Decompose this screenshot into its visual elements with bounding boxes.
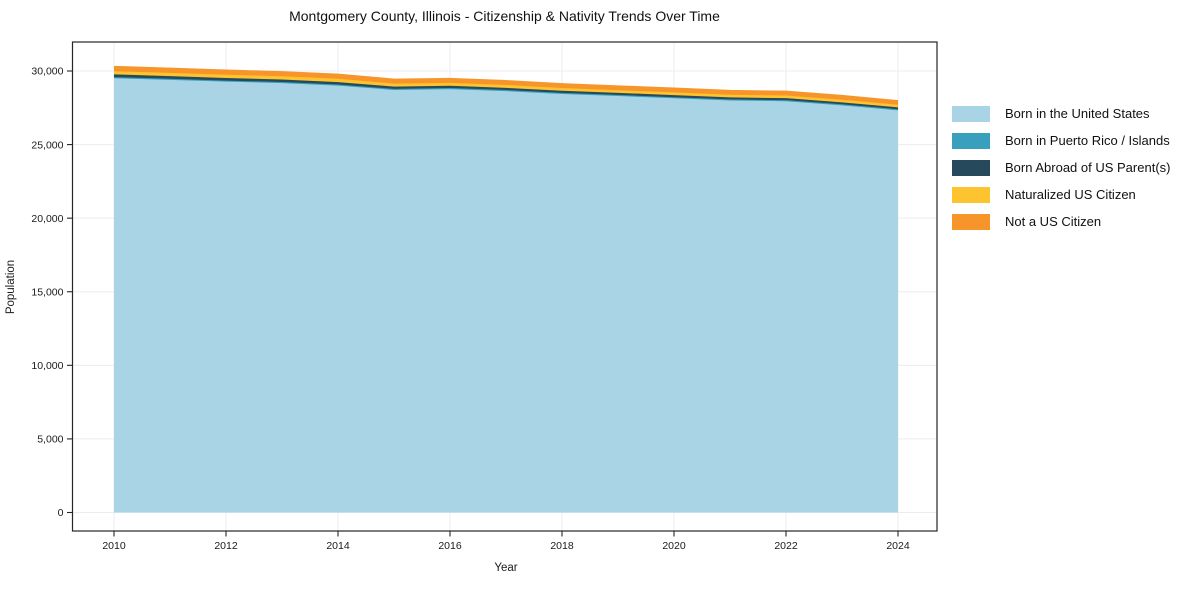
legend-swatch-icon	[952, 186, 990, 203]
x-tick-label: 2018	[550, 540, 574, 552]
y-tick-label: 30,000	[31, 66, 63, 78]
area-born-abroad-of-us-parent-s-	[114, 74, 898, 110]
x-axis-title: Year	[494, 562, 517, 574]
legend-item: Born Abroad of US Parent(s)	[952, 154, 1170, 181]
legend-label: Born in the United States	[1005, 106, 1150, 121]
y-tick-label: 25,000	[31, 139, 63, 151]
x-tick-label: 2012	[214, 540, 238, 552]
y-tick-label: 10,000	[31, 360, 63, 372]
legend-label: Born in Puerto Rico / Islands	[1005, 133, 1170, 148]
y-tick-label: 15,000	[31, 286, 63, 298]
area-naturalized-us-citizen	[114, 71, 898, 108]
x-tick-label: 2020	[662, 540, 686, 552]
legend-item: Naturalized US Citizen	[952, 181, 1170, 208]
y-tick-label: 20,000	[31, 213, 63, 225]
legend-label: Not a US Citizen	[1005, 214, 1102, 229]
legend-swatch-icon	[952, 159, 990, 176]
y-tick-label: 5,000	[37, 434, 63, 446]
x-tick-label: 2014	[326, 540, 350, 552]
legend-item: Born in Puerto Rico / Islands	[952, 127, 1170, 154]
area-not-a-us-citizen	[114, 66, 898, 105]
chart-title: Montgomery County, Illinois - Citizenshi…	[289, 8, 720, 24]
area-edge-not-a-us-citizen	[113, 65, 899, 103]
legend-label: Born Abroad of US Parent(s)	[1005, 160, 1171, 175]
x-tick-label: 2022	[774, 540, 798, 552]
legend-swatch-icon	[952, 213, 990, 230]
y-tick-label: 0	[58, 507, 64, 519]
x-tick-label: 2010	[102, 540, 126, 552]
legend: Born in the United States Born in Puerto …	[952, 100, 1170, 235]
legend-swatch-icon	[952, 132, 990, 149]
x-tick-label: 2024	[886, 540, 910, 552]
x-tick-label: 2016	[438, 540, 462, 552]
legend-item: Not a US Citizen	[952, 208, 1170, 235]
y-axis-title: Population	[5, 260, 17, 314]
legend-item: Born in the United States	[952, 100, 1170, 127]
area-born-in-the-united-states	[114, 77, 898, 513]
legend-label: Naturalized US Citizen	[1005, 187, 1136, 202]
plot-frame	[71, 41, 938, 532]
legend-swatch-icon	[952, 105, 990, 122]
